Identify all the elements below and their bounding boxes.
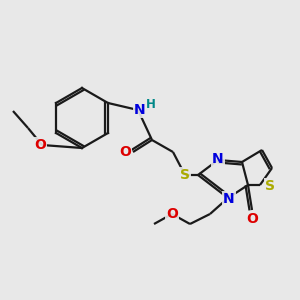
Text: N: N <box>223 192 235 206</box>
Text: S: S <box>180 168 190 182</box>
Text: N: N <box>212 152 224 166</box>
Text: O: O <box>166 207 178 221</box>
Text: S: S <box>265 179 275 193</box>
Text: O: O <box>119 145 131 159</box>
Text: O: O <box>34 138 46 152</box>
Text: O: O <box>246 212 258 226</box>
Text: N: N <box>134 103 146 117</box>
Text: H: H <box>146 98 156 110</box>
